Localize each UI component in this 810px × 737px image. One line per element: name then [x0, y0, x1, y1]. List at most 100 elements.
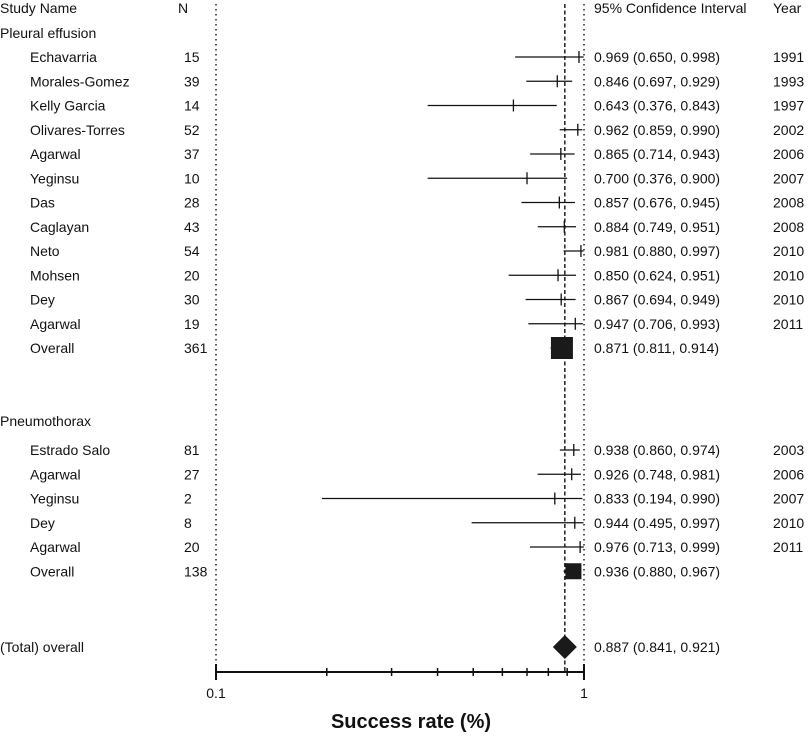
- study-year: 1997: [773, 98, 804, 114]
- study-year: 2002: [773, 122, 804, 138]
- header-year: Year: [773, 0, 802, 16]
- overall-label: Overall: [30, 563, 74, 579]
- study-n: 52: [184, 122, 200, 138]
- study-name: Morales-Gomez: [30, 73, 130, 89]
- study-name: Olivares-Torres: [30, 122, 125, 138]
- study-year: 2010: [773, 267, 804, 283]
- study-row: Yeginsu 10 0.700 (0.376, 0.900) 2007: [30, 170, 804, 186]
- study-row: Agarwal 20 0.976 (0.713, 0.999) 2011: [30, 539, 803, 555]
- study-ci-text: 0.976 (0.713, 0.999): [594, 539, 720, 555]
- header-study-name: Study Name: [0, 0, 77, 16]
- study-year: 2011: [773, 316, 803, 332]
- study-year: 2010: [773, 292, 804, 308]
- study-ci-text: 0.833 (0.194, 0.990): [594, 491, 720, 507]
- study-name: Dey: [30, 515, 55, 531]
- study-n: 30: [184, 292, 200, 308]
- study-name: Agarwal: [30, 539, 81, 555]
- study-ci-text: 0.981 (0.880, 0.997): [594, 243, 720, 259]
- study-ci-text: 0.884 (0.749, 0.951): [594, 219, 720, 235]
- study-ci-text: 0.969 (0.650, 0.998): [594, 49, 720, 65]
- study-ci-text: 0.944 (0.495, 0.997): [594, 515, 720, 531]
- study-name: Yeginsu: [30, 491, 79, 507]
- study-year: 2011: [773, 539, 803, 555]
- study-n: 27: [184, 466, 200, 482]
- study-year: 1991: [773, 49, 804, 65]
- study-n: 10: [184, 170, 200, 186]
- x-tick-label: 1: [580, 685, 588, 701]
- study-year: 2008: [773, 219, 804, 235]
- study-n: 28: [184, 195, 200, 211]
- study-name: Dey: [30, 292, 55, 308]
- study-rows: Pleural effusion Echavarria 15 0.969 (0.650…: [0, 25, 804, 659]
- overall-square-marker: [565, 563, 582, 580]
- study-ci-text: 0.700 (0.376, 0.900): [594, 170, 720, 186]
- study-name: Neto: [30, 243, 60, 259]
- study-row: Morales-Gomez 39 0.846 (0.697, 0.929) 1993: [30, 73, 804, 89]
- study-row: Dey 30 0.867 (0.694, 0.949) 2010: [30, 292, 804, 308]
- study-year: 2006: [773, 146, 804, 162]
- study-name: Mohsen: [30, 267, 80, 283]
- subgroup-overall-row: Overall 138 0.936 (0.880, 0.967): [30, 563, 720, 580]
- study-ci-text: 0.938 (0.860, 0.974): [594, 442, 720, 458]
- x-axis: 0.1 1: [206, 664, 588, 701]
- study-n: 15: [184, 49, 200, 65]
- study-n: 37: [184, 146, 200, 162]
- study-n: 20: [184, 539, 200, 555]
- study-ci-text: 0.867 (0.694, 0.949): [594, 292, 720, 308]
- study-year: 2007: [773, 170, 804, 186]
- study-row: Echavarria 15 0.969 (0.650, 0.998) 1991: [30, 49, 804, 65]
- study-row: Das 28 0.857 (0.676, 0.945) 2008: [30, 195, 804, 211]
- total-overall-row: (Total) overall 0.887 (0.841, 0.921): [0, 635, 720, 659]
- study-row: Mohsen 20 0.850 (0.624, 0.951) 2010: [30, 267, 804, 283]
- study-row: Dey 8 0.944 (0.495, 0.997) 2010: [30, 515, 804, 531]
- study-row: Kelly Garcia 14 0.643 (0.376, 0.843) 1997: [30, 98, 804, 114]
- header-n: N: [178, 0, 188, 16]
- study-n: 19: [184, 316, 200, 332]
- study-row: Olivares-Torres 52 0.962 (0.859, 0.990) 200…: [30, 122, 804, 138]
- study-ci-text: 0.962 (0.859, 0.990): [594, 122, 720, 138]
- study-name: Estrado Salo: [30, 442, 110, 458]
- study-name: Agarwal: [30, 146, 81, 162]
- study-ci-text: 0.926 (0.748, 0.981): [594, 466, 720, 482]
- study-ci-text: 0.857 (0.676, 0.945): [594, 195, 720, 211]
- study-n: 2: [184, 491, 192, 507]
- study-ci-text: 0.947 (0.706, 0.993): [594, 316, 720, 332]
- study-row: Neto 54 0.981 (0.880, 0.997) 2010: [30, 243, 804, 259]
- x-tick-label: 0.1: [206, 685, 226, 701]
- study-year: 2006: [773, 466, 804, 482]
- study-name: Echavarria: [30, 49, 97, 65]
- study-n: 8: [184, 515, 192, 531]
- study-name: Yeginsu: [30, 170, 79, 186]
- study-row: Agarwal 37 0.865 (0.714, 0.943) 2006: [30, 146, 804, 162]
- overall-n: 361: [184, 340, 208, 356]
- column-headers: Study Name N 95% Confidence Interval Yea…: [0, 0, 802, 16]
- study-year: 2010: [773, 243, 804, 259]
- study-year: 1993: [773, 73, 804, 89]
- study-row: Yeginsu 2 0.833 (0.194, 0.990) 2007: [30, 491, 804, 507]
- study-ci-text: 0.643 (0.376, 0.843): [594, 98, 720, 114]
- study-ci-text: 0.865 (0.714, 0.943): [594, 146, 720, 162]
- study-name: Agarwal: [30, 466, 81, 482]
- overall-ci-text: 0.871 (0.811, 0.914): [594, 340, 719, 356]
- study-n: 14: [184, 98, 200, 114]
- study-year: 2008: [773, 195, 804, 211]
- overall-square-marker: [550, 337, 573, 359]
- group-label-pleural-effusion: Pleural effusion: [0, 25, 96, 41]
- subgroup-overall-row: Overall 361 0.871 (0.811, 0.914): [30, 337, 719, 359]
- study-year: 2003: [773, 442, 804, 458]
- overall-n: 138: [184, 563, 208, 579]
- total-overall-label: (Total) overall: [0, 639, 84, 655]
- study-year: 2007: [773, 491, 804, 507]
- total-overall-diamond: [552, 635, 577, 659]
- overall-label: Overall: [30, 340, 74, 356]
- study-n: 20: [184, 267, 200, 283]
- study-name: Caglayan: [30, 219, 89, 235]
- study-row: Agarwal 19 0.947 (0.706, 0.993) 2011: [30, 316, 803, 332]
- study-name: Das: [30, 195, 55, 211]
- study-row: Agarwal 27 0.926 (0.748, 0.981) 2006: [30, 466, 804, 482]
- study-ci-text: 0.846 (0.697, 0.929): [594, 73, 720, 89]
- group-label-pneumothorax: Pneumothorax: [0, 413, 91, 429]
- study-n: 81: [184, 442, 200, 458]
